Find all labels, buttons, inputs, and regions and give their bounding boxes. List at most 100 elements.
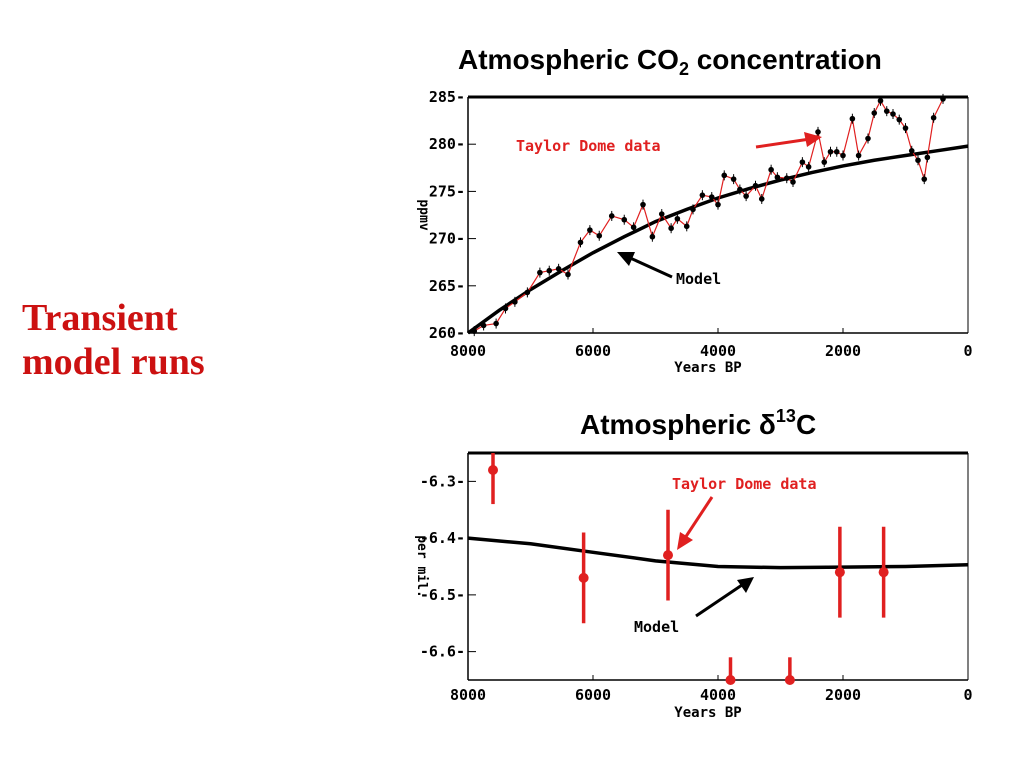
d13c-data-point <box>663 550 673 561</box>
d13c-data-point <box>784 675 795 685</box>
co2-data-point <box>690 206 696 213</box>
co2-model-line <box>466 144 969 335</box>
co2-data-point <box>577 239 584 246</box>
d13c-data-point <box>878 567 889 578</box>
d13c-title-main: Atmospheric δ <box>580 409 776 440</box>
d13c-title-tail: C <box>795 409 817 440</box>
co2-data-point <box>730 176 737 182</box>
co2-data-point <box>480 322 487 329</box>
d13c-y-tick-label: -6.3- <box>420 472 465 490</box>
co2-data-point <box>758 196 765 202</box>
co2-x-tick-label: 2000 <box>825 342 861 360</box>
d13c-x-tick-label: 0 <box>963 686 972 704</box>
co2-data-point <box>546 267 553 274</box>
d13c-data-point <box>834 567 845 578</box>
co2-data-point <box>640 201 646 208</box>
co2-title-main: Atmospheric CO <box>458 44 679 75</box>
d13c-model-arrow-shaft <box>695 583 743 618</box>
co2-data-point <box>630 224 637 231</box>
co2-data-point <box>930 114 937 121</box>
d13c-data-point <box>725 675 736 685</box>
co2-x-tick-label: 6000 <box>575 342 611 360</box>
co2-data-point <box>774 174 781 181</box>
d13c-y-tick-label: -6.6- <box>420 643 465 661</box>
co2-chart-title: Atmospheric CO2 concentration <box>458 44 882 80</box>
co2-data-point <box>555 266 562 272</box>
d13c-x-tick-label: 6000 <box>575 686 611 704</box>
d13c-x-tick-label: 4000 <box>700 686 736 704</box>
co2-data-point <box>683 223 690 230</box>
co2-data-point <box>865 135 871 142</box>
co2-data-annotation: Taylor Dome data <box>516 137 661 155</box>
co2-title-tail: concentration <box>688 44 882 75</box>
co2-data-point <box>790 179 796 185</box>
co2-model-arrow-shaft <box>627 255 673 279</box>
d13c-x-axis-label: Years BP <box>674 705 741 721</box>
co2-data-point <box>940 96 946 102</box>
co2-y-tick-label: 270- <box>429 230 465 248</box>
d13c-model-line <box>467 536 969 570</box>
slide-title-line-1: Transient <box>22 297 178 339</box>
co2-data-point <box>768 166 774 173</box>
co2-data-point <box>737 186 743 193</box>
co2-data-arrow-head <box>804 132 822 147</box>
slide-title-line-2: model runs <box>22 341 205 383</box>
co2-data-point <box>924 154 931 161</box>
d13c-data-arrow-head <box>677 532 693 550</box>
co2-data-point <box>658 211 665 217</box>
d13c-data-arrow-shaft <box>683 496 714 539</box>
co2-data-point <box>896 116 903 123</box>
co2-data-point <box>493 320 499 327</box>
d13c-x-tick-label: 8000 <box>450 686 486 704</box>
co2-data-point <box>565 271 571 278</box>
co2-data-point <box>849 115 856 122</box>
d13c-title-superscript: 13 <box>775 406 796 426</box>
co2-data-point <box>743 193 749 199</box>
co2-data-point <box>471 328 478 334</box>
co2-data-point <box>721 172 728 179</box>
co2-data-point <box>537 269 543 276</box>
co2-data-point <box>840 152 846 159</box>
co2-data-point <box>915 157 921 164</box>
co2-data-point <box>805 164 812 170</box>
co2-data-point <box>821 159 828 165</box>
d13c-data-point <box>488 465 498 476</box>
co2-data-point <box>833 148 840 155</box>
d13c-chart-title: Atmospheric δ13C <box>580 406 816 441</box>
co2-y-axis-label: ppmv <box>416 199 431 230</box>
co2-y-tick-label: 280- <box>429 135 465 153</box>
co2-data-point <box>877 97 884 104</box>
co2-data-point <box>815 129 821 135</box>
co2-y-tick-label: 265- <box>429 277 465 295</box>
d13c-data-point <box>578 572 589 583</box>
co2-x-axis-label: Years BP <box>674 360 741 376</box>
co2-x-tick-label: 4000 <box>700 342 736 360</box>
d13c-model-annotation: Model <box>634 618 679 636</box>
co2-data-point <box>799 159 806 165</box>
co2-data-arrow-shaft <box>755 137 811 149</box>
co2-data-point <box>512 299 518 305</box>
co2-data-point <box>621 216 628 223</box>
co2-data-point <box>855 152 862 159</box>
d13c-y-tick-label: -6.4- <box>420 529 465 547</box>
d13c-y-axis-label: per mil. <box>414 535 429 598</box>
co2-data-line <box>473 98 944 332</box>
co2-y-tick-label: 260- <box>429 324 465 342</box>
co2-data-point <box>752 182 759 189</box>
co2-data-point <box>699 192 706 198</box>
co2-data-point <box>668 225 674 232</box>
co2-data-point <box>649 233 656 240</box>
co2-y-tick-label: 285- <box>429 88 465 106</box>
co2-data-point <box>871 110 878 116</box>
co2-data-point <box>608 213 615 219</box>
co2-data-point <box>908 148 915 154</box>
co2-data-point <box>902 125 909 131</box>
d13c-data-annotation: Taylor Dome data <box>672 475 817 493</box>
co2-data-point <box>674 215 681 222</box>
co2-data-point <box>827 148 834 155</box>
d13c-y-tick-label: -6.5- <box>420 586 465 604</box>
co2-x-tick-label: 8000 <box>450 342 486 360</box>
co2-y-tick-label: 275- <box>429 182 465 200</box>
co2-model-annotation: Model <box>676 270 721 288</box>
